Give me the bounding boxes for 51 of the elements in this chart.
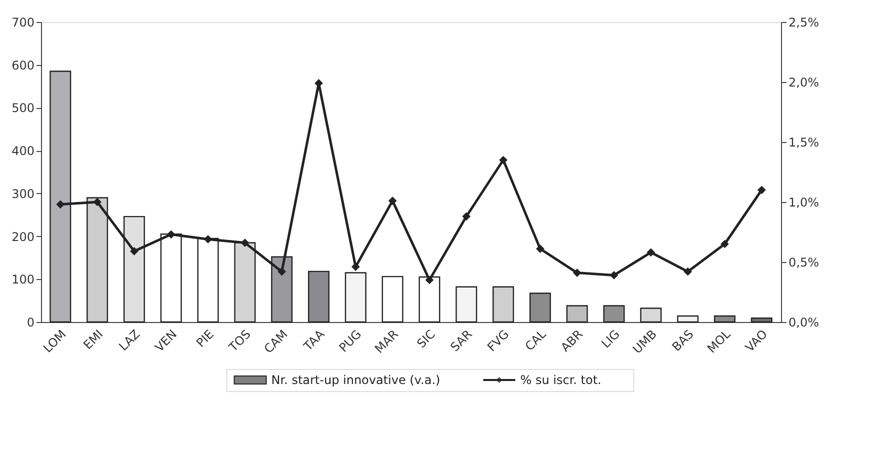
y-tick-label: 200 xyxy=(12,230,35,244)
bar xyxy=(640,308,662,323)
point xyxy=(757,186,766,194)
y2-tick-label: 0,5% xyxy=(788,256,820,270)
bar xyxy=(456,286,478,323)
y2-tick-label: 1,5% xyxy=(788,136,820,150)
bar xyxy=(750,318,772,323)
y2-tick-label: 2,0% xyxy=(788,76,820,90)
point xyxy=(684,267,692,276)
point xyxy=(278,267,286,276)
legend-label: Nr. start-up innovative (v.a.) xyxy=(271,373,440,387)
x-tick-label: EMI xyxy=(80,327,106,352)
bar xyxy=(382,276,404,323)
y-tick-label: 100 xyxy=(12,272,35,287)
bar xyxy=(677,315,699,323)
point xyxy=(166,230,176,239)
x-tick-label: LIG xyxy=(598,327,622,351)
x-tick-label: SIC xyxy=(414,327,438,351)
bar xyxy=(603,305,625,323)
y-tick-label: 700 xyxy=(12,16,35,30)
x-tick-label: PIE xyxy=(194,327,216,350)
point xyxy=(499,156,508,164)
point xyxy=(130,247,138,256)
point xyxy=(572,268,582,277)
y2-tick-label: 2,5% xyxy=(788,16,820,30)
point xyxy=(536,244,544,253)
point xyxy=(240,238,250,247)
y-tick-label: 600 xyxy=(12,58,35,72)
point xyxy=(56,200,65,209)
bar xyxy=(714,315,736,323)
point xyxy=(646,248,656,257)
bar xyxy=(308,270,330,323)
x-tick-label: CAL xyxy=(522,326,549,354)
y-tick-label: 500 xyxy=(12,101,35,116)
point xyxy=(462,212,471,221)
point xyxy=(720,240,729,248)
y-tick-label: 300 xyxy=(12,186,35,201)
bar xyxy=(566,305,588,323)
point xyxy=(610,271,618,280)
x-tick-label: VAO xyxy=(742,327,770,355)
point xyxy=(425,276,434,284)
bar xyxy=(492,286,514,323)
y-tick-label: 400 xyxy=(12,144,35,158)
point xyxy=(93,198,102,206)
x-tick-label: TAA xyxy=(300,326,328,354)
y2-tick-label: 1,0% xyxy=(788,196,820,210)
legend-label: % su iscr. tot. xyxy=(520,373,602,387)
bar xyxy=(529,292,551,323)
point xyxy=(388,196,397,205)
y-tick-label: 0 xyxy=(26,316,35,330)
y2-tick-label: 0,0% xyxy=(788,316,820,330)
